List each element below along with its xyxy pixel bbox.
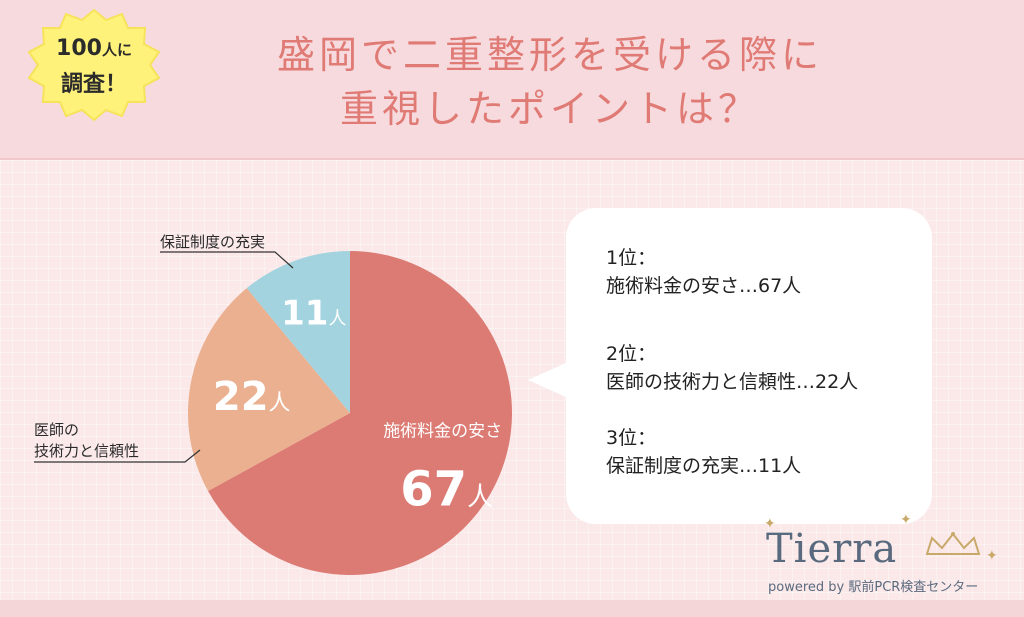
rank-2-text: 医師の技術力と信頼性…22人 bbox=[606, 371, 859, 393]
callout-ishi-line2: 技術力と信頼性 bbox=[34, 442, 140, 460]
pie-slice-2 bbox=[188, 288, 350, 492]
callout-hosho: 保証制度の充実 bbox=[160, 233, 266, 251]
badge-line2: 調査！ bbox=[60, 72, 127, 97]
pie-slice-1 bbox=[208, 251, 512, 575]
header-band: 100人に 調査！ 盛岡で二重整形を受ける際に 重視したポイントは？ bbox=[0, 0, 1024, 160]
callout-ishi: 医師の 技術力と信頼性 bbox=[34, 420, 139, 462]
sparkle-icon: ✦ bbox=[900, 512, 912, 528]
title-line1: 盛岡で二重整形を受ける際に bbox=[276, 33, 823, 77]
slice-value-3: 11人 bbox=[281, 294, 346, 334]
logo-subtitle: powered by 駅前PCR検査センター bbox=[768, 580, 979, 595]
rank-1-label: 1位： bbox=[606, 247, 657, 269]
ranking-bubble bbox=[566, 208, 932, 524]
logo-wordmark: Tierra bbox=[766, 526, 898, 572]
sparkle-icon: ✦ bbox=[986, 548, 998, 564]
pie-slice-3 bbox=[246, 251, 350, 413]
slice-label-1: 施術料金の安さ bbox=[383, 421, 502, 441]
sparkle-icon: ✦ bbox=[764, 516, 776, 532]
slice-value-2: 22人 bbox=[213, 374, 291, 420]
footer-strip bbox=[0, 600, 1024, 617]
badge-count: 100 bbox=[56, 36, 102, 61]
slice-value-1: 67人 bbox=[400, 462, 493, 518]
tierra-logo: ✦ ✦ ✦ Tierra powered by 駅前PCR検査センター bbox=[760, 512, 1010, 602]
badge-count-suffix: 人に bbox=[101, 41, 132, 59]
rank-3-label: 3位： bbox=[606, 427, 657, 449]
survey-badge: 100人に 調査！ bbox=[24, 6, 164, 124]
ranking-item-3: 3位： 保証制度の充実…11人 bbox=[606, 424, 801, 480]
crown-icon bbox=[925, 532, 981, 555]
leader-line-2 bbox=[34, 449, 201, 463]
rank-2-label: 2位： bbox=[606, 343, 657, 365]
callout-ishi-line1: 医師の bbox=[34, 421, 80, 439]
page-title: 盛岡で二重整形を受ける際に 重視したポイントは？ bbox=[170, 28, 930, 136]
ranking-item-2: 2位： 医師の技術力と信頼性…22人 bbox=[606, 340, 858, 396]
title-line2: 重視したポイントは？ bbox=[339, 87, 760, 131]
rank-3-text: 保証制度の充実…11人 bbox=[606, 455, 802, 477]
leader-line-1 bbox=[160, 251, 294, 269]
badge-line1: 100人に bbox=[24, 36, 164, 61]
badge-burst-shape bbox=[27, 8, 161, 122]
ranking-item-1: 1位： 施術料金の安さ…67人 bbox=[606, 244, 801, 300]
bubble-tail bbox=[528, 362, 568, 398]
rank-1-text: 施術料金の安さ…67人 bbox=[606, 275, 802, 297]
